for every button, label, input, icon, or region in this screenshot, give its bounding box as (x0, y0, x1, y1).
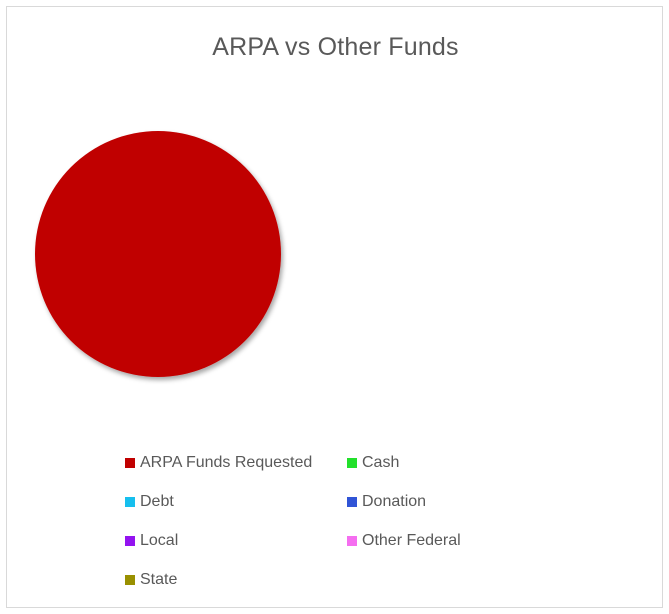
legend-label: Donation (362, 493, 427, 510)
legend-swatch (347, 458, 357, 468)
chart-title: ARPA vs Other Funds (212, 33, 459, 61)
legend-label: ARPA Funds Requested (140, 454, 313, 471)
legend-label: Debt (140, 493, 174, 510)
legend-item-state: State (125, 571, 177, 589)
legend-swatch (125, 575, 135, 585)
pie-slice-arpa-funds-requested (35, 131, 281, 377)
legend-label: Other Federal (362, 532, 461, 549)
legend-label: State (140, 571, 178, 588)
legend-item-other-federal: Other Federal (347, 532, 461, 550)
pie-chart (35, 131, 281, 377)
legend-item-donation: Donation (347, 493, 426, 511)
legend-item-debt: Debt (125, 493, 174, 511)
legend-swatch (347, 536, 357, 546)
legend-item-local: Local (125, 532, 178, 550)
chart-area: ARPA vs Other Funds ARPA Funds Requested… (6, 6, 663, 608)
legend-label: Local (140, 532, 179, 549)
legend-swatch (125, 458, 135, 468)
legend-swatch (347, 497, 357, 507)
legend-swatch (125, 497, 135, 507)
legend-item-arpa-funds-requested: ARPA Funds Requested (125, 454, 312, 472)
legend-swatch (125, 536, 135, 546)
legend-item-cash: Cash (347, 454, 399, 472)
legend-label: Cash (362, 454, 400, 471)
